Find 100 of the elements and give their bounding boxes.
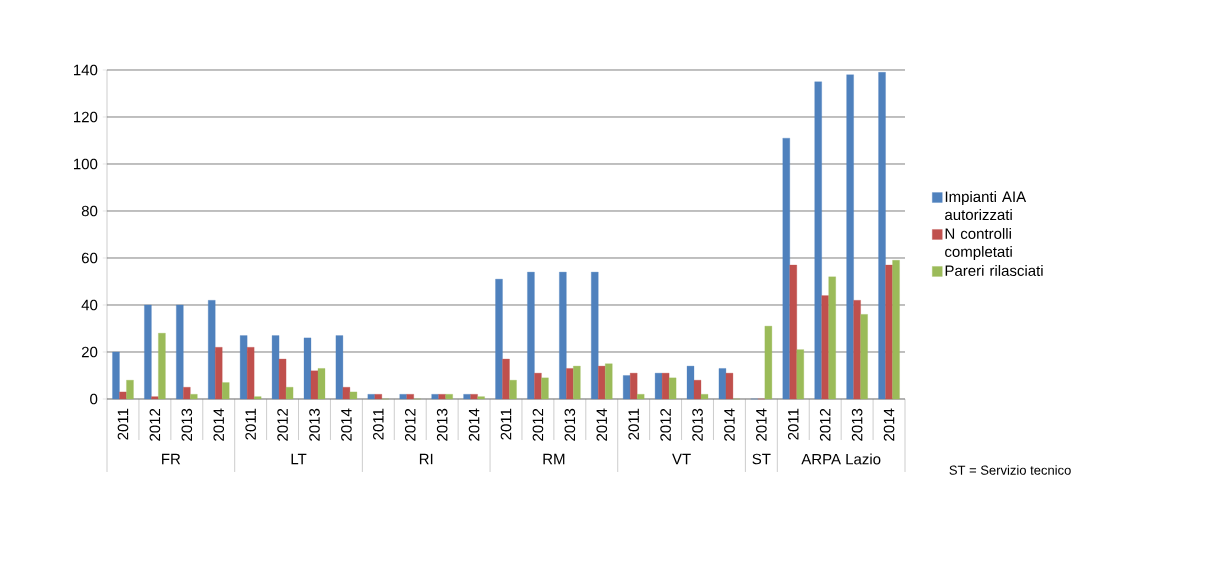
y-tick-label: 120 [74, 111, 98, 123]
bar [310, 370, 319, 400]
bar [374, 394, 382, 400]
bar [559, 271, 567, 400]
bar [438, 394, 446, 400]
x-tick-label: 2013 [436, 408, 448, 441]
y-tick-label: 60 [81, 252, 98, 264]
bar [349, 391, 358, 400]
bar [126, 380, 134, 400]
bar [215, 347, 223, 400]
bar [654, 372, 663, 400]
bar [605, 363, 613, 400]
text: FR [162, 453, 181, 465]
bar [814, 81, 822, 400]
text: ST [752, 453, 771, 465]
bar [208, 300, 216, 400]
bar [637, 394, 645, 400]
bar [693, 380, 702, 400]
bar [598, 365, 606, 400]
bar [892, 260, 900, 400]
bar [342, 387, 351, 400]
bar [335, 335, 344, 400]
bar [860, 314, 868, 400]
bar [119, 391, 127, 400]
bar [541, 377, 549, 400]
bar [477, 396, 485, 400]
bar [399, 394, 407, 400]
text: ST = Servizio tecnico [949, 465, 1071, 475]
y-tick-label: 20 [81, 346, 98, 358]
x-tick-label: 2013 [309, 408, 320, 441]
x-tick-label: 2014 [468, 408, 480, 441]
bar [821, 295, 829, 400]
bar [317, 368, 326, 400]
bar [853, 300, 861, 400]
x-tick-label: 2011 [117, 408, 129, 440]
x-tick-label: 2014 [341, 408, 352, 441]
x-tick-label: 2014 [883, 408, 895, 441]
bar [591, 271, 599, 400]
x-tick-label: 2014 [596, 408, 608, 441]
bar [303, 337, 312, 400]
legend-label: Pareri rilasciati [945, 264, 1043, 276]
text: RI [419, 453, 433, 465]
bar [846, 74, 854, 400]
text: ARPA Lazio [801, 453, 881, 465]
bar [278, 358, 287, 400]
bar [271, 335, 280, 400]
bar [686, 365, 695, 400]
x-tick-label: 2014 [756, 408, 767, 441]
text: RM [543, 453, 565, 465]
bar [190, 394, 198, 400]
y-tick-label: 40 [81, 299, 98, 311]
x-tick-label: 2013 [692, 408, 703, 441]
bar [764, 325, 773, 400]
x-tick-label: 2014 [724, 408, 735, 441]
y-tick-label: 100 [74, 158, 98, 170]
bar [285, 387, 294, 400]
bar [144, 304, 152, 400]
x-tick-label: 2011 [787, 408, 799, 440]
bar [718, 368, 727, 400]
text: VT [672, 453, 691, 465]
y-tick-label: 140 [74, 64, 98, 76]
bar [158, 333, 166, 400]
x-tick-label: 2014 [213, 408, 225, 441]
legend-label: N controlli completati [945, 228, 1012, 260]
bar [176, 304, 184, 400]
text: LT [291, 453, 307, 465]
bar [502, 358, 510, 400]
y-tick-label: 0 [90, 393, 98, 405]
y-tick-label: 80 [81, 205, 98, 217]
bar [573, 365, 581, 400]
bar [878, 72, 886, 400]
bar [509, 380, 517, 400]
bar [247, 347, 255, 400]
x-tick-label: 2013 [851, 408, 863, 441]
x-tick-label: 2012 [660, 408, 671, 441]
bar [254, 396, 262, 400]
bar [534, 372, 542, 400]
x-tick-label: 2013 [564, 408, 576, 441]
x-tick-label: 2011 [500, 408, 512, 440]
x-tick-label: 2012 [819, 408, 831, 441]
x-tick-label: 2012 [277, 408, 288, 441]
bar [725, 372, 734, 400]
bar [630, 372, 638, 400]
bar [183, 387, 191, 400]
bar [885, 264, 893, 400]
x-tick-label: 2011 [373, 408, 384, 440]
bar [782, 137, 790, 400]
bar [431, 394, 439, 400]
x-tick-label: 2012 [404, 408, 416, 441]
x-tick-label: 2012 [532, 408, 544, 441]
bar [700, 394, 709, 400]
bar [566, 368, 574, 400]
bar [222, 382, 230, 400]
bar [828, 276, 836, 400]
x-tick-label: 2013 [181, 408, 193, 441]
x-tick-label: 2011 [245, 408, 256, 440]
x-tick-label: 2011 [628, 408, 639, 440]
bar [623, 375, 631, 400]
bar [445, 394, 453, 400]
bar [661, 372, 670, 400]
